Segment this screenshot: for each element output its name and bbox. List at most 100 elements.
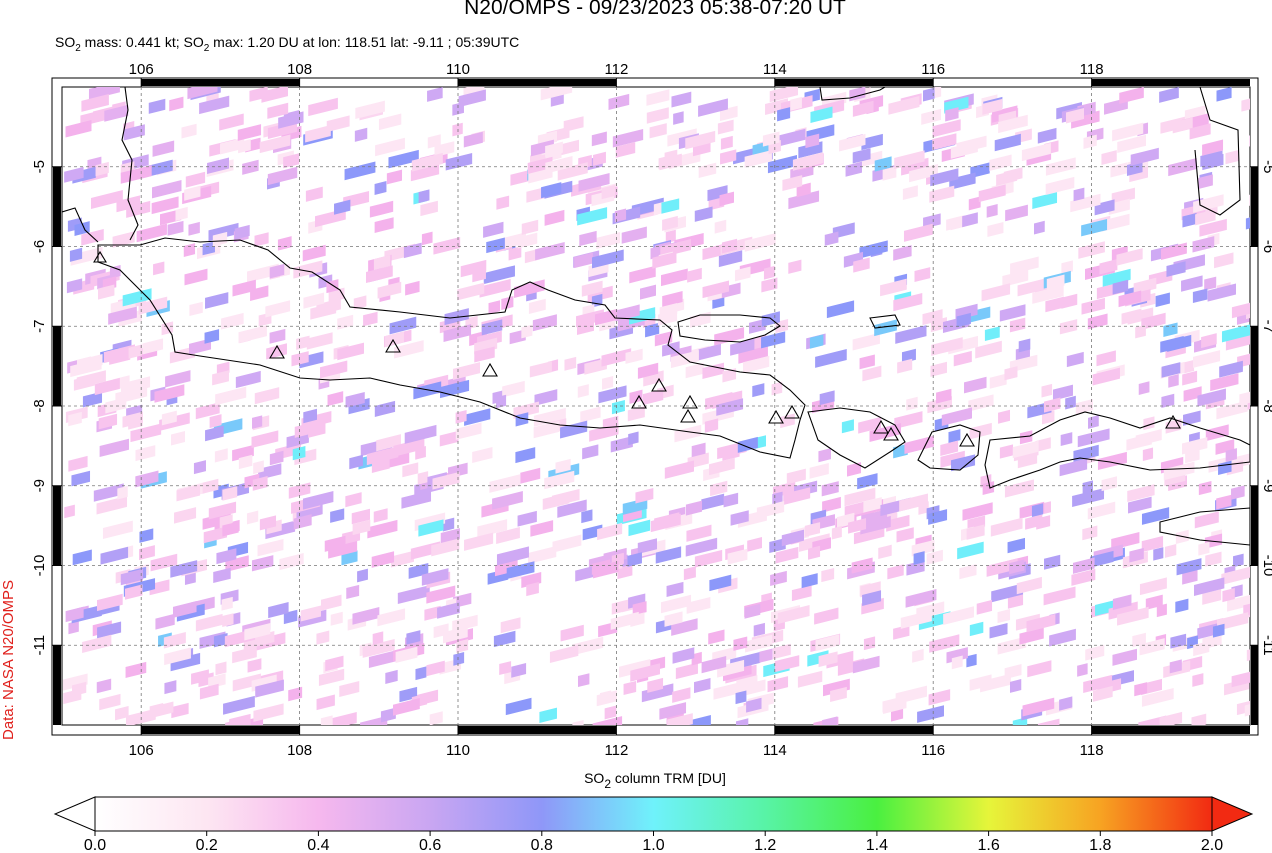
pixel — [738, 345, 768, 364]
pixel — [815, 634, 840, 652]
pixel — [267, 166, 298, 186]
pixel — [1012, 717, 1028, 725]
pixel — [474, 346, 495, 363]
pixel — [252, 415, 263, 429]
pixel — [1077, 663, 1088, 677]
pixel — [1043, 586, 1076, 606]
pixel — [415, 446, 426, 460]
pixel — [96, 593, 123, 612]
pixel — [232, 673, 261, 692]
pixel — [1225, 448, 1237, 462]
pixel — [305, 125, 331, 143]
colorbar-tick-label: 1.4 — [866, 837, 888, 853]
pixel — [1059, 696, 1073, 711]
pixel — [1221, 324, 1250, 343]
pixel — [852, 148, 871, 164]
pixel — [288, 686, 303, 702]
pixel — [72, 681, 87, 697]
pixel — [804, 522, 821, 537]
pixel — [894, 411, 923, 430]
pixel — [771, 381, 783, 396]
pixel — [615, 304, 640, 322]
y-tick-label: -6 — [31, 240, 48, 253]
pixel — [621, 226, 647, 244]
pixel — [212, 370, 229, 386]
volcano — [93, 250, 1181, 447]
pixel — [163, 632, 186, 649]
pixel — [752, 383, 765, 398]
pixel — [859, 240, 888, 259]
pixel — [424, 605, 441, 621]
pixel — [980, 673, 1011, 693]
pixel — [388, 149, 419, 169]
pixel — [535, 242, 565, 261]
pixel — [489, 474, 521, 493]
pixel — [1164, 544, 1177, 558]
frame-bar — [1091, 726, 1250, 734]
pixel — [999, 444, 1014, 459]
pixel — [452, 614, 478, 633]
y-tick-label: -8 — [31, 399, 48, 412]
pixel — [1026, 614, 1056, 633]
pixel — [68, 411, 82, 427]
pixel — [374, 400, 396, 417]
pixel — [662, 215, 678, 231]
pixel — [72, 549, 92, 566]
pixel — [1046, 274, 1065, 290]
pixel — [330, 611, 343, 626]
pixel — [1112, 648, 1138, 666]
pixel — [744, 233, 776, 252]
pixel — [483, 265, 515, 285]
pixel — [1092, 685, 1113, 702]
pixel — [369, 200, 394, 218]
pixel — [902, 185, 918, 200]
pixel — [207, 157, 229, 174]
pixel — [365, 265, 393, 284]
frame-bar — [53, 326, 61, 406]
pixel — [259, 134, 291, 154]
pixel — [721, 238, 738, 254]
pixel — [637, 362, 659, 379]
pixel — [99, 438, 129, 458]
frame-bar — [53, 645, 61, 725]
title: N20/OMPS - 09/23/2023 05:38-07:20 UT — [464, 0, 846, 19]
pixel — [493, 630, 516, 648]
pixel — [355, 100, 385, 119]
pixel — [213, 633, 228, 648]
coast-lombok — [917, 424, 981, 471]
pixel — [753, 622, 765, 637]
frame-bar — [141, 79, 300, 86]
pixel — [560, 420, 588, 439]
pixel — [269, 450, 284, 466]
pixel — [662, 341, 680, 357]
pixel — [1087, 501, 1116, 520]
pixel — [906, 396, 918, 411]
pixel — [120, 165, 152, 184]
pixel — [722, 368, 737, 383]
pixel — [214, 448, 228, 463]
coast-java — [97, 237, 806, 459]
pixel — [1097, 451, 1127, 471]
pixel — [1201, 333, 1217, 349]
pixel — [1007, 537, 1026, 554]
pixel — [1012, 440, 1039, 459]
pixel — [1036, 515, 1051, 530]
pixel — [720, 149, 737, 165]
pixel — [1205, 551, 1222, 567]
pixel — [244, 623, 271, 641]
pixel — [384, 331, 404, 348]
pixel — [717, 659, 745, 678]
colorbar-tick-label: 2.0 — [1201, 837, 1223, 853]
pixel — [909, 164, 938, 183]
pixel — [1172, 117, 1193, 134]
pixel — [1118, 290, 1142, 308]
pixel — [292, 446, 306, 461]
pixel — [251, 555, 274, 572]
pixel — [1059, 458, 1088, 477]
pixel — [765, 98, 788, 116]
pixel — [691, 442, 706, 458]
pixel — [267, 102, 289, 119]
pixel — [306, 332, 333, 350]
pixel — [894, 150, 925, 169]
pixel — [893, 624, 910, 640]
